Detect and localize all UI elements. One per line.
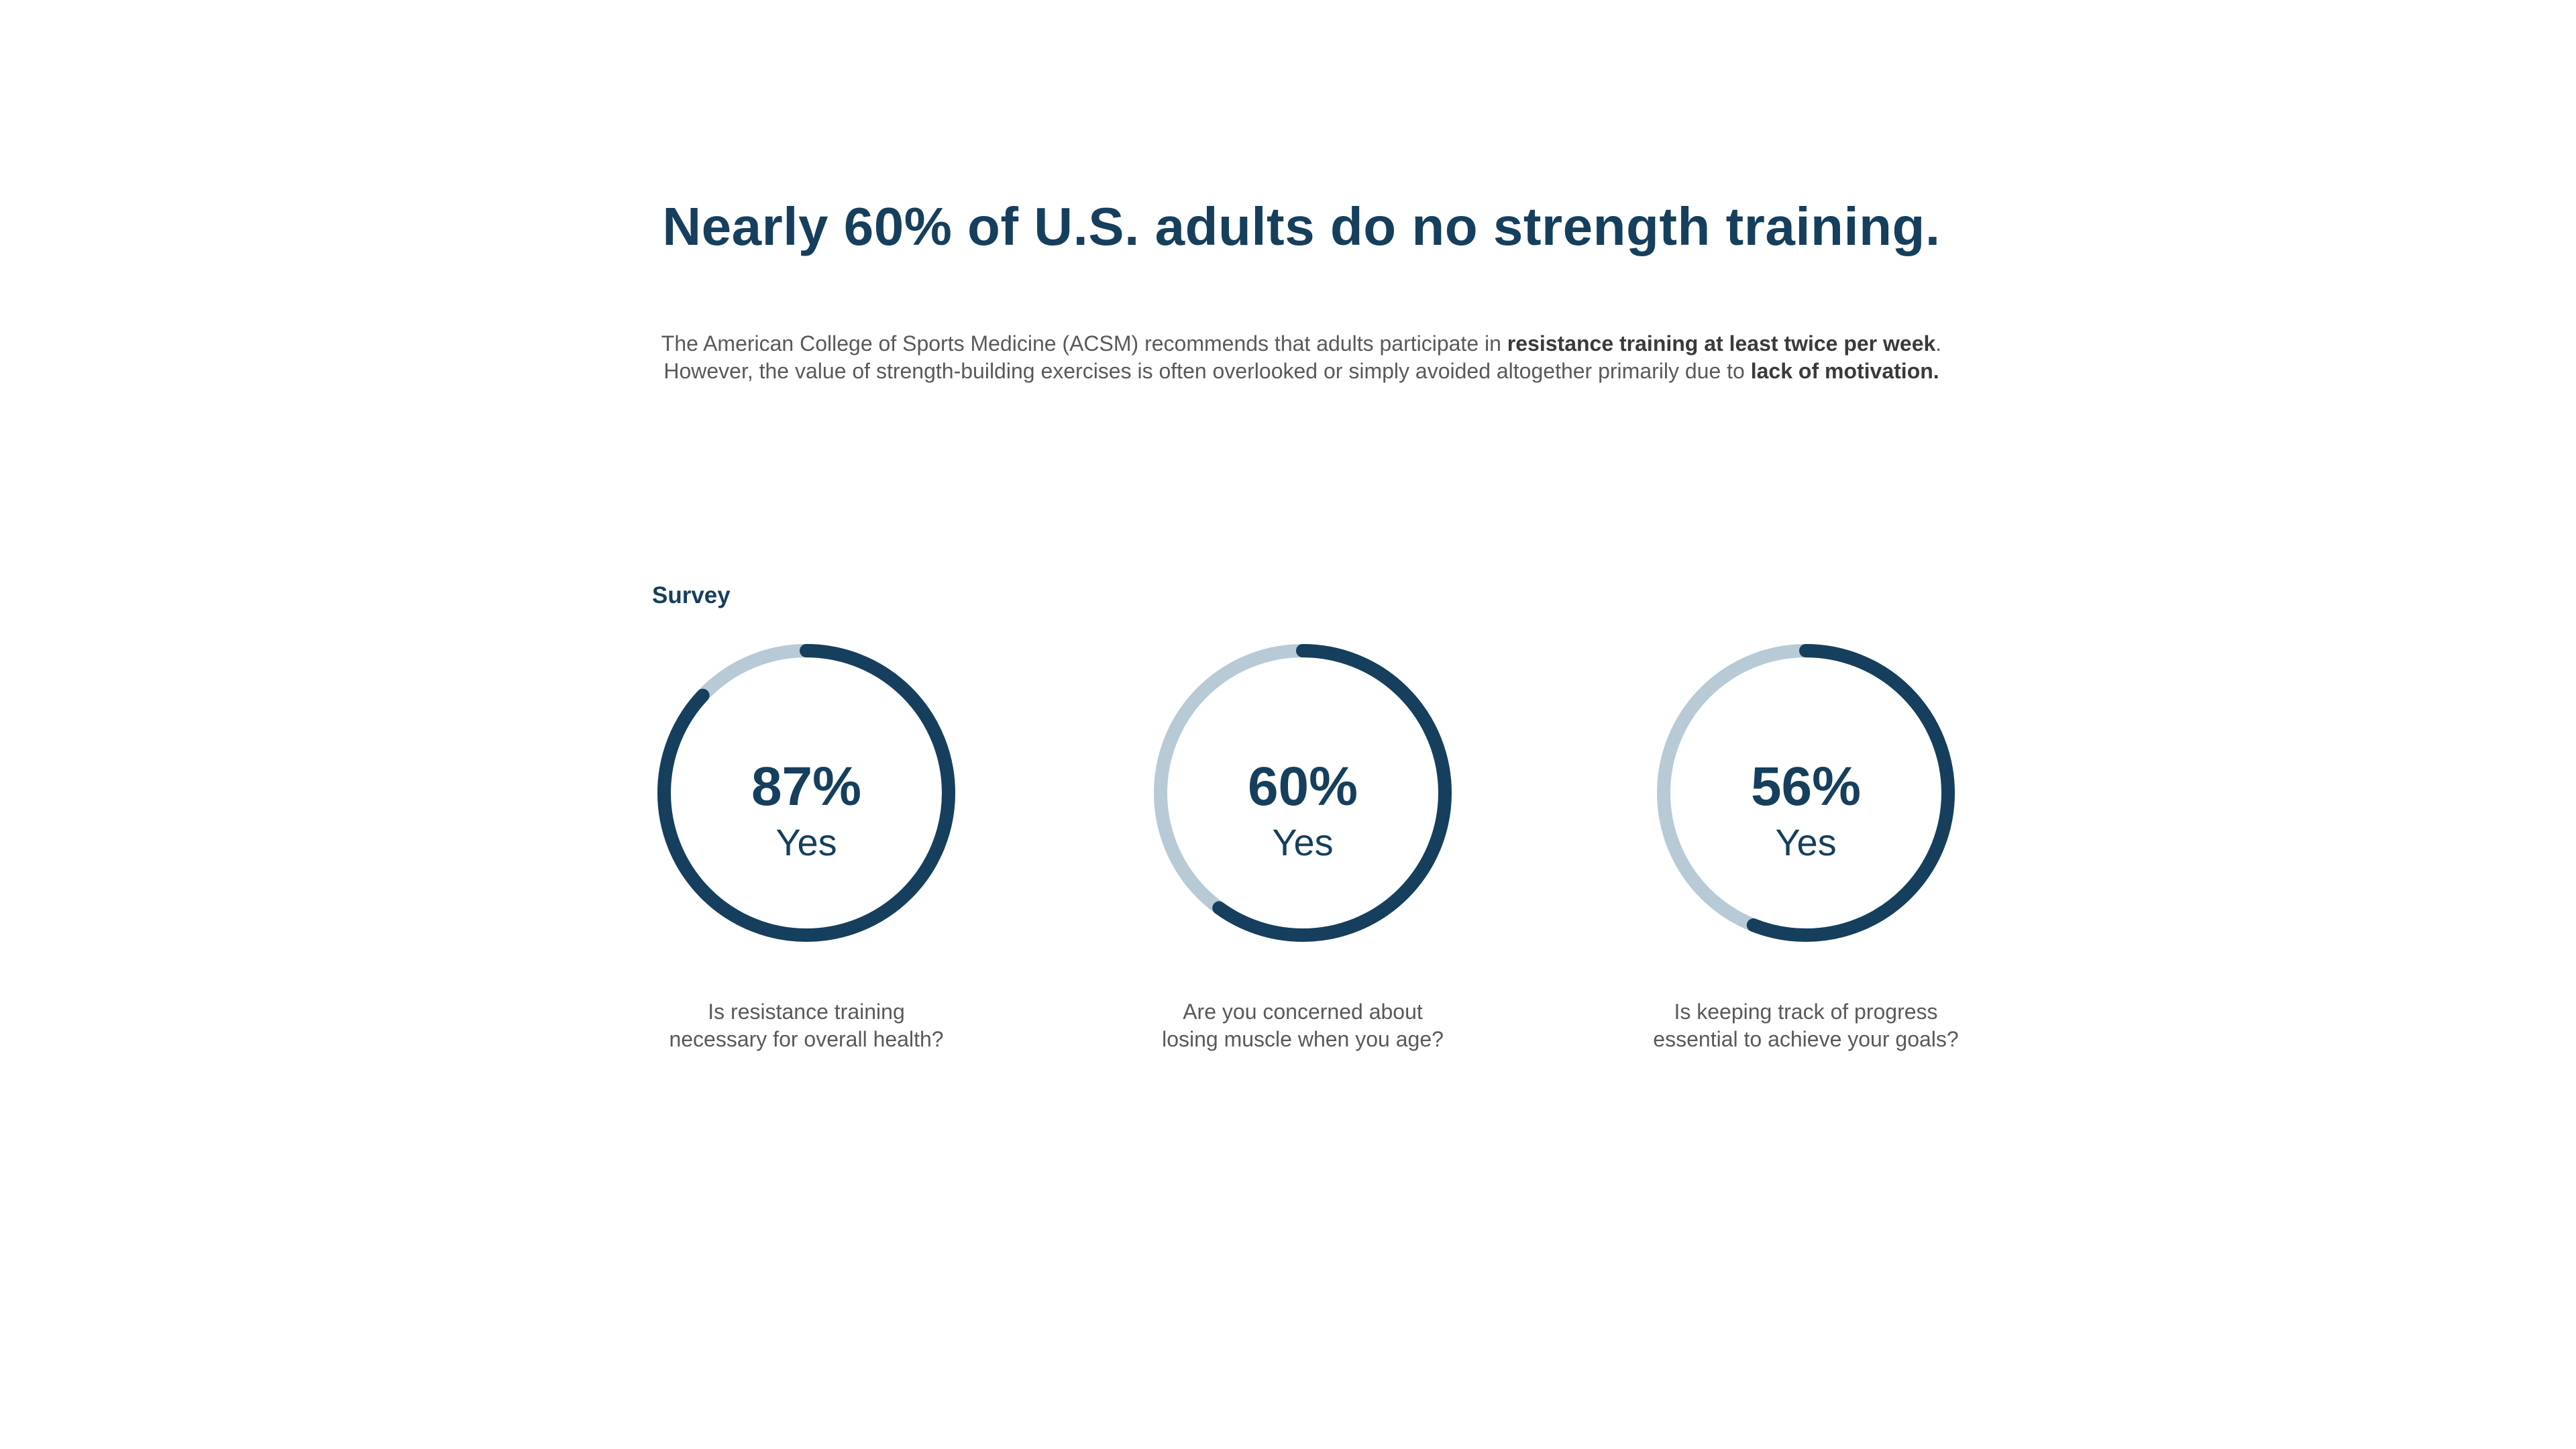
question-1-line-2: necessary for overall health? <box>669 1027 944 1051</box>
answer-label-2: Yes <box>1272 821 1334 863</box>
percent-value-1: 87% <box>751 756 862 817</box>
intro-line-1-text: The American College of Sports Medicine … <box>661 331 1507 356</box>
question-2: Are you concerned about losing muscle wh… <box>1128 998 1477 1053</box>
question-3-line-2: essential to achieve your goals? <box>1653 1027 1959 1051</box>
percent-value-3: 56% <box>1750 756 1862 817</box>
survey-card-1: 87% Yes Is resistance training necessary… <box>632 644 981 1073</box>
question-1: Is resistance training necessary for ove… <box>632 998 981 1053</box>
headline: Nearly 60% of U.S. adults do no strength… <box>662 197 1941 256</box>
intro-paragraph: The American College of Sports Medicine … <box>0 330 2576 385</box>
donut-center-3: 56% Yes <box>1657 644 1955 942</box>
survey-card-3: 56% Yes Is keeping track of progress ess… <box>1631 644 1980 1073</box>
donut-arc-1 <box>657 644 955 942</box>
intro-line-1: The American College of Sports Medicine … <box>0 330 2576 358</box>
donut-arc-2 <box>1154 644 1452 942</box>
intro-line-2: However, the value of strength-building … <box>0 358 2576 385</box>
answer-label-1: Yes <box>775 821 837 863</box>
intro-line-1-bold: resistance training at least twice per w… <box>1507 331 1936 356</box>
survey-label: Survey <box>652 582 731 608</box>
donut-center-2: 60% Yes <box>1154 644 1452 942</box>
question-2-line-1: Are you concerned about <box>1183 1000 1423 1024</box>
answer-label-3: Yes <box>1775 821 1837 863</box>
question-3-line-1: Is keeping track of progress <box>1674 1000 1938 1024</box>
question-2-line-2: losing muscle when you age? <box>1162 1027 1444 1051</box>
question-1-line-1: Is resistance training <box>708 1000 905 1024</box>
intro-line-1-end: . <box>1935 331 1942 356</box>
donut-ring-3 <box>1657 644 1955 942</box>
percent-value-2: 60% <box>1247 756 1358 817</box>
question-3: Is keeping track of progress essential t… <box>1631 998 1980 1053</box>
donut-ring-1 <box>657 644 955 942</box>
intro-line-2-bold: lack of motivation. <box>1750 359 1939 383</box>
donut-ring-2 <box>1154 644 1452 942</box>
donut-center-1: 87% Yes <box>657 644 955 942</box>
survey-card-2: 60% Yes Are you concerned about losing m… <box>1128 644 1477 1073</box>
intro-line-2-text: However, the value of strength-building … <box>663 359 1751 383</box>
donut-arc-3 <box>1657 644 1955 942</box>
